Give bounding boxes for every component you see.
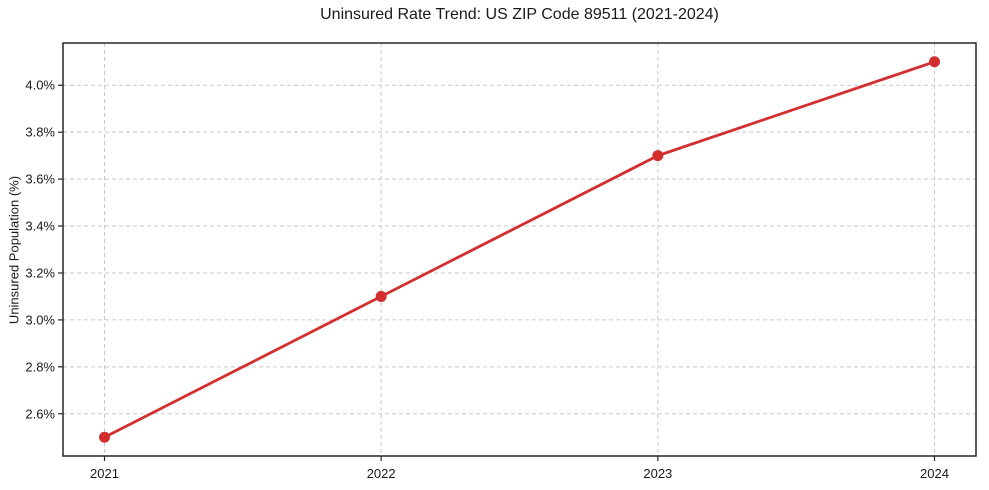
y-tick-label: 3.8% xyxy=(25,125,55,140)
y-tick-label: 4.0% xyxy=(25,78,55,93)
x-tick-label: 2022 xyxy=(367,466,396,481)
data-point-2022 xyxy=(375,290,387,302)
data-point-2021 xyxy=(99,431,110,443)
plot-frame xyxy=(62,42,977,457)
x-tick-label: 2024 xyxy=(920,466,949,481)
x-tick-label: 2021 xyxy=(90,466,119,481)
data-point-2023 xyxy=(652,150,664,162)
y-tick-label: 3.2% xyxy=(25,265,55,280)
y-tick-label: 3.0% xyxy=(25,312,55,327)
trend-line xyxy=(103,60,936,439)
chart-title: Uninsured Rate Trend: US ZIP Code 89511 … xyxy=(320,6,719,23)
data-point-2024 xyxy=(929,56,940,68)
y-tick-label: 2.6% xyxy=(25,406,55,421)
x-tick-label: 2023 xyxy=(643,466,672,481)
y-tick-label: 2.8% xyxy=(25,359,55,374)
y-tick-label: 3.4% xyxy=(25,219,55,234)
y-tick-label: 3.6% xyxy=(25,172,55,187)
